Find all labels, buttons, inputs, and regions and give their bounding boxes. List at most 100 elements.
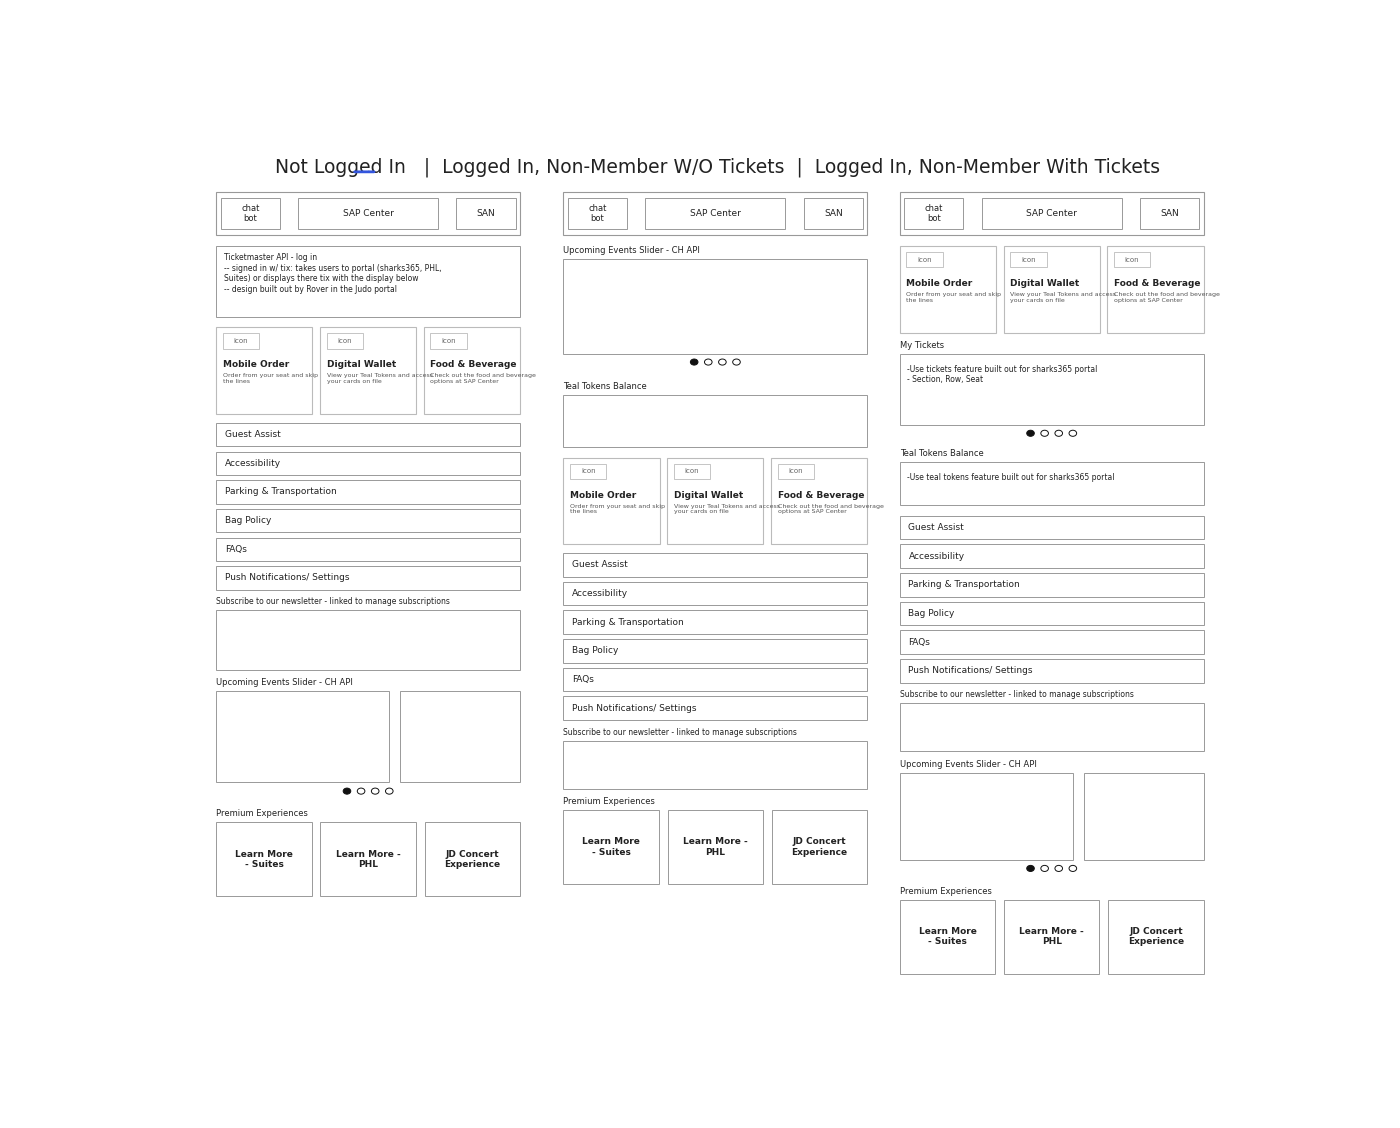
Text: Guest Assist: Guest Assist [225, 430, 280, 439]
Bar [400, 691, 519, 783]
Text: Order from your seat and skip
the lines: Order from your seat and skip the lines [570, 503, 665, 514]
Text: Check out the food and beverage
options at SAP Center: Check out the food and beverage options … [1114, 292, 1219, 302]
Text: FAQs: FAQs [225, 545, 246, 554]
Bar [1140, 197, 1200, 229]
Bar [906, 252, 942, 267]
Bar [900, 773, 1072, 860]
Text: Teal Tokens Balance: Teal Tokens Balance [563, 382, 647, 391]
Circle shape [371, 788, 379, 794]
Text: icon: icon [917, 256, 932, 263]
Text: Parking & Transportation: Parking & Transportation [573, 618, 683, 627]
Bar [645, 197, 785, 229]
Text: Parking & Transportation: Parking & Transportation [909, 580, 1021, 589]
Text: Bag Policy: Bag Policy [909, 609, 955, 618]
Text: Guest Assist: Guest Assist [573, 561, 627, 570]
Text: Learn More -
PHL: Learn More - PHL [336, 849, 400, 869]
Bar [216, 509, 519, 532]
Bar [563, 696, 867, 720]
Bar [563, 668, 867, 691]
Text: Food & Beverage: Food & Beverage [777, 491, 864, 500]
Bar [771, 458, 867, 545]
Text: icon: icon [337, 338, 353, 344]
Bar [298, 197, 438, 229]
Text: Push Notifications/ Settings: Push Notifications/ Settings [909, 667, 1033, 676]
Text: -Use tickets feature built out for sharks365 portal
- Section, Row, Seat: -Use tickets feature built out for shark… [907, 364, 1098, 384]
Circle shape [1040, 430, 1049, 437]
Text: FAQs: FAQs [909, 637, 931, 646]
Text: icon: icon [581, 468, 595, 475]
Text: Premium Experiences: Premium Experiences [216, 810, 308, 818]
Bar [424, 327, 519, 414]
Text: Subscribe to our newsletter - linked to manage subscriptions: Subscribe to our newsletter - linked to … [900, 690, 1134, 699]
Text: JD Concert
Experience: JD Concert Experience [1128, 927, 1184, 946]
Text: Learn More
- Suites: Learn More - Suites [918, 927, 976, 946]
Bar [563, 553, 867, 576]
Circle shape [704, 359, 713, 365]
Text: View your Teal Tokens and access
your cards on file: View your Teal Tokens and access your ca… [1009, 292, 1116, 302]
Bar [900, 462, 1204, 505]
Bar [900, 631, 1204, 654]
Text: JD Concert
Experience: JD Concert Experience [791, 837, 847, 857]
Circle shape [1056, 430, 1063, 437]
Bar [563, 640, 867, 662]
Bar [424, 822, 519, 897]
Bar [216, 327, 312, 414]
Text: View your Teal Tokens and access
your cards on file: View your Teal Tokens and access your ca… [326, 373, 433, 385]
Bar [900, 659, 1204, 682]
Bar [1004, 246, 1100, 333]
Bar [221, 197, 280, 229]
Text: Teal Tokens Balance: Teal Tokens Balance [900, 449, 984, 458]
Text: SAP Center: SAP Center [343, 209, 393, 218]
Bar [900, 704, 1204, 751]
Circle shape [1026, 865, 1035, 872]
Text: icon: icon [788, 468, 804, 475]
Text: Mobile Order: Mobile Order [906, 279, 973, 288]
Circle shape [357, 788, 365, 794]
Bar [321, 327, 416, 414]
Circle shape [690, 359, 699, 365]
Text: Bag Policy: Bag Policy [573, 646, 619, 655]
Bar [563, 395, 867, 447]
Circle shape [1056, 865, 1063, 872]
Bar [900, 354, 1204, 425]
Bar [900, 900, 995, 973]
Bar [1107, 246, 1204, 333]
Text: SAP Center: SAP Center [1026, 209, 1077, 218]
Text: icon: icon [685, 468, 700, 475]
Bar [568, 197, 627, 229]
Circle shape [1026, 430, 1035, 437]
Text: Parking & Transportation: Parking & Transportation [225, 487, 336, 496]
Bar [563, 582, 867, 606]
Text: Digital Wallet: Digital Wallet [673, 491, 743, 500]
Text: Digital Wallet: Digital Wallet [326, 360, 396, 369]
Bar [216, 610, 519, 670]
Bar [1004, 900, 1099, 973]
Text: Accessibility: Accessibility [225, 459, 281, 468]
Text: Food & Beverage: Food & Beverage [430, 360, 517, 369]
Bar [570, 464, 606, 479]
Bar [216, 822, 312, 897]
Text: Check out the food and beverage
options at SAP Center: Check out the food and beverage options … [777, 503, 883, 514]
Circle shape [1040, 865, 1049, 872]
Text: Learn More -
PHL: Learn More - PHL [683, 837, 748, 857]
Text: Digital Wallet: Digital Wallet [1009, 279, 1079, 288]
Bar [900, 573, 1204, 597]
Bar [900, 192, 1204, 236]
Text: chat
bot: chat bot [924, 204, 944, 223]
Text: icon: icon [441, 338, 456, 344]
Text: JD Concert
Experience: JD Concert Experience [444, 849, 500, 869]
Text: Subscribe to our newsletter - linked to manage subscriptions: Subscribe to our newsletter - linked to … [216, 598, 451, 607]
Bar [326, 334, 363, 349]
Text: chat
bot: chat bot [588, 204, 606, 223]
Text: -Use teal tokens feature built out for sharks365 portal: -Use teal tokens feature built out for s… [907, 474, 1114, 483]
Bar [900, 601, 1204, 625]
Bar [563, 810, 659, 884]
Text: icon: icon [1021, 256, 1036, 263]
Text: My Tickets: My Tickets [900, 341, 944, 350]
Circle shape [718, 359, 727, 365]
Text: Learn More -
PHL: Learn More - PHL [1019, 927, 1084, 946]
Bar [216, 481, 519, 503]
Text: Order from your seat and skip
the lines: Order from your seat and skip the lines [906, 292, 1001, 302]
Text: Mobile Order: Mobile Order [570, 491, 636, 500]
Bar [216, 566, 519, 590]
